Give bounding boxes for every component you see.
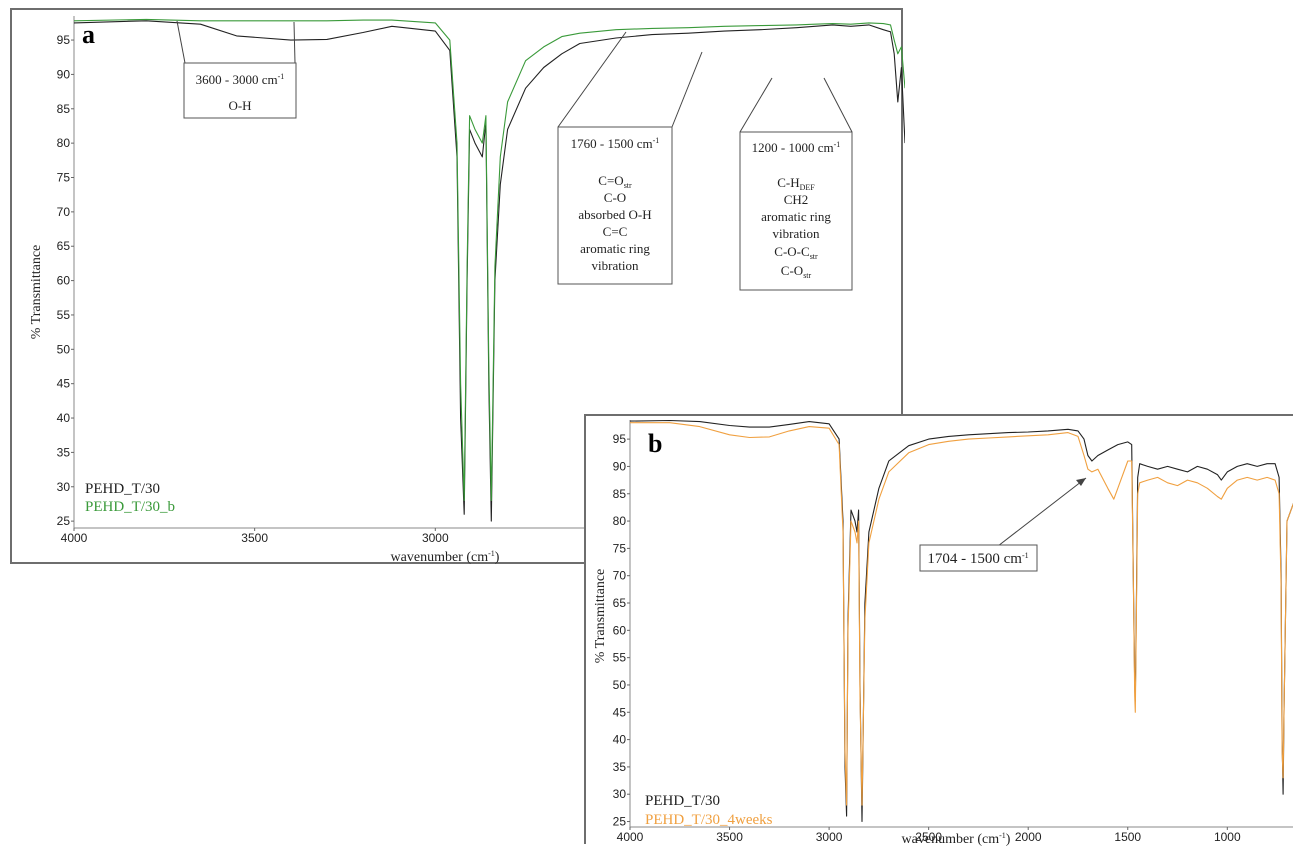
annotation-b-range: 1704 - 1500 cm-1 (927, 551, 1028, 567)
annotation-oh: 3600 - 3000 cm-1 O-H (176, 20, 297, 119)
b-x-tick-label: 2500 (915, 830, 942, 844)
b-y-tick-label: 60 (613, 623, 627, 637)
b-y-tick-label: 55 (613, 651, 627, 665)
b-y-tick-label: 50 (613, 678, 627, 692)
b-y-tick-label: 45 (613, 705, 627, 719)
a-y-tick-label: 90 (57, 67, 71, 81)
a-y-tick-label: 55 (57, 308, 71, 322)
annotation-fingerprint-line-4: vibration (773, 226, 820, 241)
a-series-line-1 (73, 20, 905, 522)
b-y-tick-label: 80 (613, 514, 627, 528)
b-y-tick-label: 90 (613, 459, 627, 473)
annotation-fingerprint-line-2: CH2 (784, 192, 809, 207)
chart-a-svg: 25 30 35 40 45 50 55 60 65 70 75 80 85 90 95 4000 3500 30… (29, 16, 905, 565)
b-y-tick-label: 35 (613, 760, 627, 774)
a-y-tick-label: 85 (57, 102, 71, 116)
chart-a-legend-series-1: PEHD_T/30 (85, 481, 160, 497)
b-y-tick-label: 75 (613, 541, 627, 555)
panel-a: 25 30 35 40 45 50 55 60 65 70 75 80 85 90 95 4000 3500 30… (10, 8, 905, 565)
a-y-tick-label: 70 (57, 205, 71, 219)
b-series-line-2 (630, 422, 1293, 806)
a-y-tick-label: 60 (57, 274, 71, 288)
annotation-carbonyl-line-4: C=C (603, 224, 628, 239)
b-x-tick-label: 3000 (816, 830, 843, 844)
b-x-tick-label: 3500 (716, 830, 743, 844)
b-x-tick-label: 2000 (1015, 830, 1042, 844)
a-series-line-2 (73, 18, 905, 502)
annotation-carbonyl-line-1: C=Ostr (598, 173, 632, 190)
chart-b-ticks: 25 30 35 40 45 50 55 60 65 70 75 80 85 90 95 4000 3500 30… (613, 432, 1241, 844)
a-x-tick-label: 3500 (241, 531, 268, 545)
b-y-tick-label: 65 (613, 596, 627, 610)
annotation-carbonyl-line-6: vibration (592, 258, 639, 273)
annotation-carbonyl-line-5: aromatic ring (580, 241, 650, 256)
annotation-oh-range: 3600 - 3000 cm-1 (196, 72, 285, 87)
a-y-tick-label: 65 (57, 239, 71, 253)
b-y-tick-label: 30 (613, 787, 627, 801)
b-x-tick-label: 1500 (1114, 830, 1141, 844)
a-y-tick-label: 30 (57, 480, 71, 494)
b-y-tick-label: 85 (613, 487, 627, 501)
annotation-fingerprint-line-5: C-O-Cstr (774, 244, 818, 261)
chart-b-svg: 25 30 35 40 45 50 55 60 65 70 75 80 85 90 95 4000 3500 30… (593, 419, 1293, 846)
annotation-b: 1704 - 1500 cm-1 (919, 477, 1087, 572)
a-y-tick-label: 35 (57, 445, 71, 459)
chart-b-axes (629, 420, 1293, 828)
b-x-tick-label: 1000 (1214, 830, 1241, 844)
b-y-tick-label: 95 (613, 432, 627, 446)
a-y-tick-label: 95 (57, 33, 71, 47)
b-y-tick-label: 25 (613, 815, 627, 829)
annotation-carbonyl-range: 1760 - 1500 cm-1 (571, 136, 660, 151)
annotation-fingerprint-line-3: aromatic ring (761, 209, 831, 224)
panel-a-label: a (82, 20, 95, 49)
chart-b-legend-series-1: PEHD_T/30 (645, 793, 720, 809)
a-x-tick-label: 4000 (61, 531, 88, 545)
panel-b: 25 30 35 40 45 50 55 60 65 70 75 80 85 90 95 4000 3500 30… (584, 414, 1293, 846)
b-y-tick-label: 40 (613, 733, 627, 747)
b-series-line-1 (629, 419, 1293, 823)
annotation-carbonyl: 1760 - 1500 cm-1 C=Ostr C-O absorbed O-H… (557, 31, 703, 285)
chart-b-xlabel: wavenumber (cm-1) (902, 831, 1011, 846)
a-y-tick-label: 45 (57, 377, 71, 391)
a-y-tick-label: 50 (57, 342, 71, 356)
annotation-carbonyl-line-2: C-O (604, 190, 626, 205)
a-y-tick-label: 25 (57, 514, 71, 528)
b-y-tick-label: 70 (613, 569, 627, 583)
a-y-tick-label: 75 (57, 171, 71, 185)
chart-a-ylabel: % Transmittance (29, 245, 44, 340)
chart-a-xlabel: wavenumber (cm-1) (391, 549, 500, 565)
chart-a-legend-series-2: PEHD_T/30_b (85, 499, 175, 515)
chart-b-legend-series-2: PEHD_T/30_4weeks (645, 812, 773, 828)
a-y-tick-label: 40 (57, 411, 71, 425)
annotation-oh-label: O-H (228, 98, 251, 113)
annotation-fingerprint-range: 1200 - 1000 cm-1 (752, 140, 841, 155)
chart-b-ylabel: % Transmittance (593, 569, 608, 664)
annotation-carbonyl-line-3: absorbed O-H (578, 207, 651, 222)
panel-b-label: b (648, 429, 662, 458)
annotation-fingerprint: 1200 - 1000 cm-1 C-HDEF CH2 aromatic rin… (739, 77, 853, 291)
a-y-tick-label: 80 (57, 136, 71, 150)
chart-b-series (629, 419, 1293, 823)
chart-a-series (73, 18, 905, 522)
a-x-tick-label: 3000 (422, 531, 449, 545)
b-x-tick-label: 4000 (617, 830, 644, 844)
